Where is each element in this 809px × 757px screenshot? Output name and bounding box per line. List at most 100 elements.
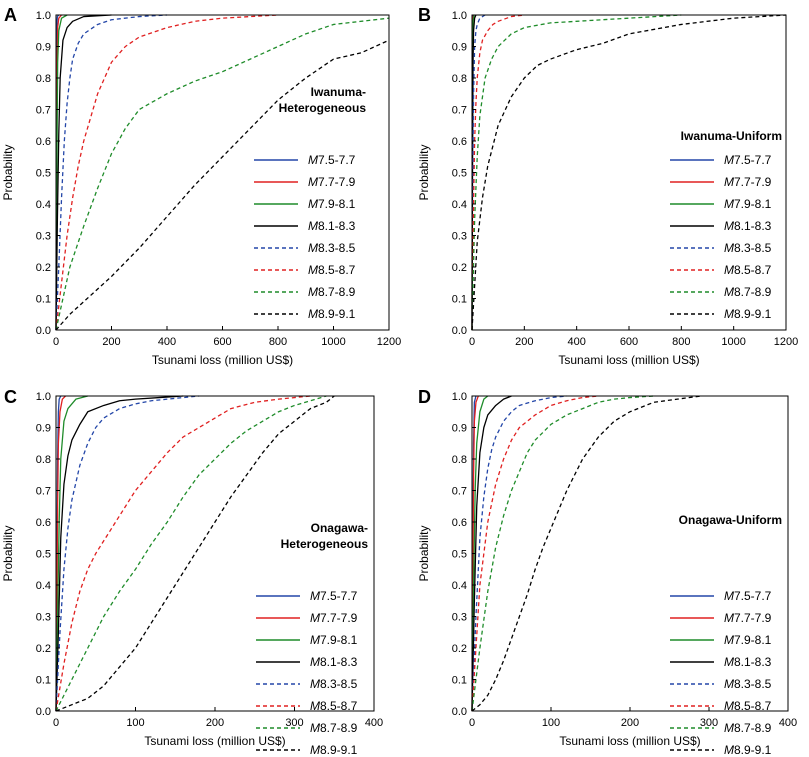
y-tick-label: 0.3 <box>36 612 51 624</box>
y-tick-label: 0.6 <box>36 136 51 148</box>
x-tick-label: 100 <box>126 717 144 729</box>
legend: M7.5-7.7 M7.7-7.9 M7.9-8.1 M8.1-8.3 M8.3-8.5… <box>256 589 358 757</box>
y-tick-label: 0.5 <box>36 168 51 180</box>
y-axis-label: Probability <box>417 525 431 581</box>
legend-label: M8.9-9.1 <box>310 743 358 757</box>
series-line-m89-91 <box>471 14 787 331</box>
legend: M7.5-7.7 M7.7-7.9 M7.9-8.1 M8.1-8.3 M8.3-8.5… <box>254 153 356 321</box>
x-axis-label: Tsunami loss (million US$) <box>558 353 699 367</box>
x-tick-label: 200 <box>102 336 120 348</box>
legend-label: M8.7-8.9 <box>308 285 356 299</box>
x-tick-label: 600 <box>620 336 638 348</box>
series-line-m85-87 <box>471 395 599 712</box>
series-line-m85-87 <box>55 395 311 712</box>
panel-letter: B <box>418 5 431 25</box>
y-tick-label: 0.8 <box>36 454 51 466</box>
y-tick-label: 0.0 <box>36 706 51 718</box>
x-tick-label: 100 <box>542 717 560 729</box>
y-tick-label: 0.1 <box>452 294 467 306</box>
legend-label: M8.3-8.5 <box>310 677 358 691</box>
legend-title: Onagawa-Heterogeneous <box>281 521 369 551</box>
y-tick-label: 0.2 <box>36 643 51 655</box>
y-tick-label: 0.8 <box>452 454 467 466</box>
series-line-m81-83 <box>55 395 184 712</box>
y-tick-label: 0.2 <box>452 262 467 274</box>
y-tick-label: 0.3 <box>452 231 467 243</box>
x-axis-label: Tsunami loss (million US$) <box>144 734 285 748</box>
legend-title: Iwanuma-Uniform <box>681 129 782 143</box>
x-tick-label: 1000 <box>721 336 745 348</box>
y-tick-label: 0.0 <box>36 325 51 337</box>
y-tick-label: 0.9 <box>36 42 51 54</box>
legend-label: M7.7-7.9 <box>724 175 772 189</box>
y-tick-label: 0.7 <box>452 105 467 117</box>
legend-label: M8.1-8.3 <box>308 219 356 233</box>
y-tick-label: 0.4 <box>36 199 51 211</box>
x-tick-label: 1000 <box>321 336 345 348</box>
x-tick-label: 0 <box>53 336 59 348</box>
x-tick-label: 400 <box>158 336 176 348</box>
legend-label: M8.1-8.3 <box>724 219 772 233</box>
legend-label: M7.5-7.7 <box>310 589 358 603</box>
series-line-m81-83 <box>471 395 512 712</box>
plot-frame <box>471 14 787 331</box>
series-line-m85-87 <box>471 14 525 331</box>
y-tick-label: 0.7 <box>452 486 467 498</box>
y-tick-label: 0.7 <box>36 486 51 498</box>
legend-label: M8.1-8.3 <box>310 655 358 669</box>
x-tick-label: 400 <box>365 717 383 729</box>
x-tick-label: 1200 <box>774 336 798 348</box>
y-tick-label: 0.3 <box>452 612 467 624</box>
y-tick-label: 0.0 <box>452 706 467 718</box>
series-line-m83-85 <box>55 14 168 331</box>
legend-title: Onagawa-Uniform <box>679 513 782 527</box>
legend-label: M8.5-8.7 <box>724 263 772 277</box>
legend: M7.5-7.7 M7.7-7.9 M7.9-8.1 M8.1-8.3 M8.3-8.5… <box>670 589 772 757</box>
x-tick-label: 300 <box>700 717 718 729</box>
series-line-m87-89 <box>55 395 327 712</box>
series-line-m79-81 <box>55 395 88 712</box>
y-tick-label: 0.6 <box>452 136 467 148</box>
legend-label: M8.9-9.1 <box>724 743 772 757</box>
y-tick-label: 0.5 <box>36 549 51 561</box>
x-tick-label: 300 <box>285 717 303 729</box>
y-tick-label: 1.0 <box>452 391 467 403</box>
legend-label: M7.7-7.9 <box>724 611 772 625</box>
x-tick-label: 200 <box>621 717 639 729</box>
y-tick-label: 0.9 <box>452 42 467 54</box>
y-tick-label: 0.5 <box>452 549 467 561</box>
series-line-m87-89 <box>55 17 390 331</box>
x-axis-label: Tsunami loss (million US$) <box>152 353 293 367</box>
legend-label: M7.9-8.1 <box>310 633 358 647</box>
y-tick-label: 0.2 <box>452 643 467 655</box>
panel-letter: D <box>418 387 431 407</box>
panel-d: D 0.0 0.1 0.2 0.3 0.4 0.5 0.6 0.7 0.8 0.9 1.0 0 100 20… <box>417 387 797 757</box>
x-tick-label: 800 <box>269 336 287 348</box>
y-tick-label: 0.8 <box>452 73 467 85</box>
legend-label: M7.7-7.9 <box>310 611 358 625</box>
panel-letter: C <box>4 387 17 407</box>
panel-b: B 0.0 0.1 0.2 0.3 0.4 0.5 0.6 0.7 0.8 0.9 1.0 0 200 40… <box>417 5 798 367</box>
y-tick-label: 0.7 <box>36 105 51 117</box>
y-tick-label: 1.0 <box>36 10 51 22</box>
y-axis-label: Probability <box>417 144 431 200</box>
y-tick-label: 0.6 <box>452 517 467 529</box>
legend-label: M7.5-7.7 <box>724 153 772 167</box>
x-tick-label: 0 <box>469 717 475 729</box>
y-tick-label: 0.4 <box>36 580 51 592</box>
legend-label: M8.7-8.9 <box>310 721 358 735</box>
series-line-m83-85 <box>55 395 200 712</box>
x-tick-label: 1200 <box>377 336 401 348</box>
legend-label: M8.5-8.7 <box>308 263 356 277</box>
y-tick-label: 0.1 <box>36 675 51 687</box>
x-tick-label: 800 <box>672 336 690 348</box>
legend: M7.5-7.7 M7.7-7.9 M7.9-8.1 M8.1-8.3 M8.3-8.5… <box>670 153 772 321</box>
x-axis-label: Tsunami loss (million US$) <box>559 734 700 748</box>
series-line-m89-91 <box>55 395 335 712</box>
y-tick-label: 0.4 <box>452 580 467 592</box>
y-tick-label: 0.6 <box>36 517 51 529</box>
y-axis-label: Probability <box>1 525 15 581</box>
legend-label: M7.9-8.1 <box>308 197 356 211</box>
y-tick-label: 0.0 <box>452 325 467 337</box>
y-tick-label: 0.3 <box>36 231 51 243</box>
